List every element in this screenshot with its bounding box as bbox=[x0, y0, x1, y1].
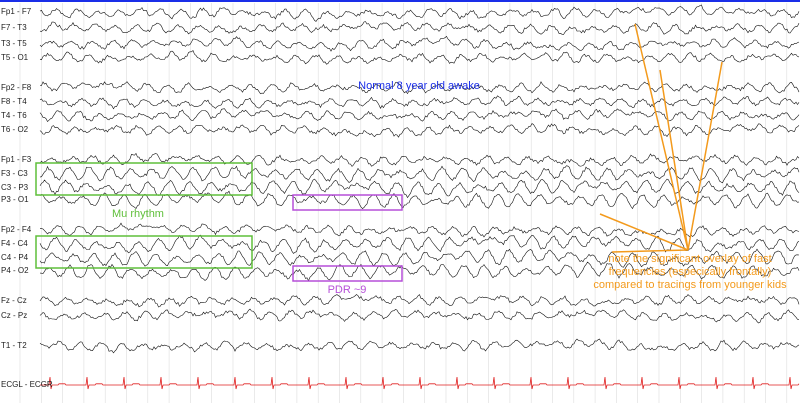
note-line: compared to tracings from younger kids bbox=[593, 279, 787, 291]
eeg-trace bbox=[39, 294, 800, 308]
eeg-trace bbox=[39, 165, 800, 184]
channel-label: T3 - T5 bbox=[1, 39, 27, 48]
pdr-annotation: PDR ~9 bbox=[328, 284, 367, 296]
eeg-trace bbox=[39, 308, 799, 324]
channel-label: F3 - C3 bbox=[1, 169, 28, 178]
channel-label: F7 - T3 bbox=[1, 23, 27, 32]
channel-label: T1 - T2 bbox=[1, 341, 27, 350]
eeg-trace bbox=[39, 108, 800, 122]
channel-labels: Fp1 - F7 F7 - T3 T3 - T5 T5 - O1 Fp2 - F8 F8 … bbox=[1, 7, 53, 389]
eeg-trace bbox=[39, 123, 800, 138]
channel-label: Fp2 - F4 bbox=[1, 225, 32, 234]
eeg-trace bbox=[39, 21, 800, 35]
eeg-trace bbox=[39, 222, 800, 238]
arrows bbox=[599, 23, 723, 253]
channel-label: Fp1 - F3 bbox=[1, 155, 32, 164]
grid bbox=[19, 3, 788, 403]
pdr-box bbox=[292, 265, 403, 282]
channel-label: F8 - T4 bbox=[1, 97, 27, 106]
eeg-trace bbox=[39, 248, 800, 268]
eeg-trace bbox=[39, 81, 800, 95]
mu-annotation: Mu rhythm bbox=[112, 208, 164, 220]
eeg-trace bbox=[39, 4, 800, 22]
traces bbox=[39, 4, 800, 390]
eeg-trace bbox=[39, 95, 800, 110]
channel-label: F4 - C4 bbox=[1, 239, 28, 248]
eeg-trace bbox=[39, 152, 800, 167]
pdr-box bbox=[292, 194, 403, 211]
channel-label: Fp2 - F8 bbox=[1, 83, 32, 92]
channel-label: P4 - O2 bbox=[1, 266, 29, 275]
eeg-trace bbox=[39, 338, 800, 354]
eeg-trace bbox=[39, 35, 800, 52]
ecg-trace bbox=[40, 376, 800, 390]
channel-label: ECGL - ECGR bbox=[1, 380, 53, 389]
channel-label: C3 - P3 bbox=[1, 183, 29, 192]
mu-box bbox=[35, 162, 253, 196]
mu-box bbox=[35, 235, 253, 269]
eeg-trace bbox=[39, 49, 800, 65]
channel-label: Fp1 - F7 bbox=[1, 7, 32, 16]
channel-label: T5 - O1 bbox=[1, 53, 29, 62]
note-line: note the significant overlay of fast bbox=[608, 253, 771, 265]
channel-label: T6 - O2 bbox=[1, 125, 29, 134]
eeg-trace bbox=[39, 261, 800, 282]
channel-label: P3 - O1 bbox=[1, 195, 29, 204]
eeg-trace bbox=[39, 190, 800, 210]
note-line: frequencies (especically frontally) bbox=[609, 266, 772, 278]
channel-label: C4 - P4 bbox=[1, 253, 29, 262]
channel-label: Fz - Cz bbox=[1, 296, 27, 305]
channel-label: T4 - T6 bbox=[1, 111, 27, 120]
channel-label: Cz - Pz bbox=[1, 311, 27, 320]
title-annotation: Normal 8 year old awake bbox=[358, 80, 480, 92]
